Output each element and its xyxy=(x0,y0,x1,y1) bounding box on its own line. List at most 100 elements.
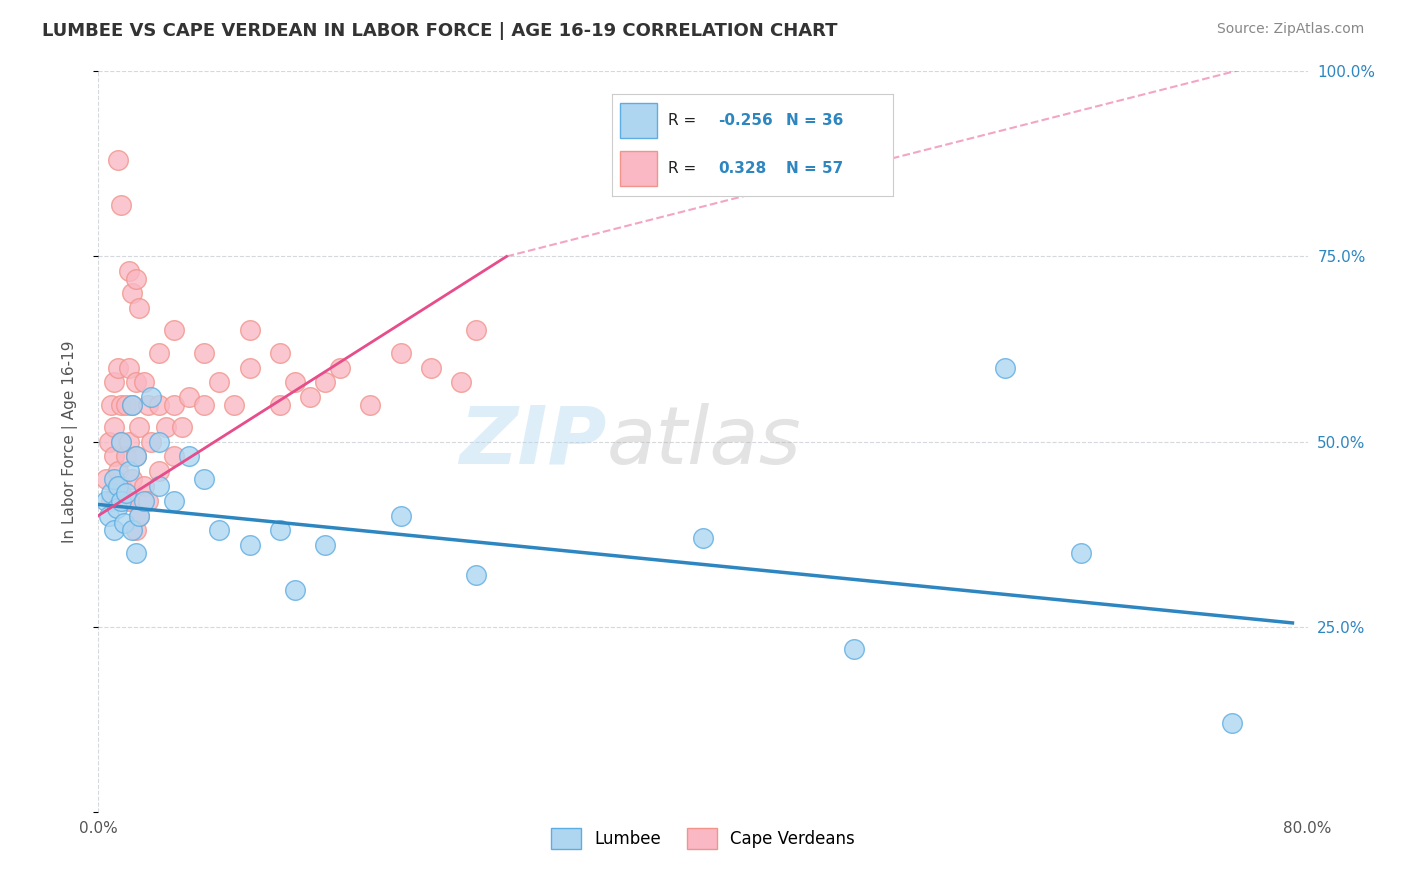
Point xyxy=(329,360,352,375)
Point xyxy=(269,398,291,412)
Point xyxy=(284,376,307,390)
Point xyxy=(121,471,143,485)
Point xyxy=(118,464,141,478)
Point xyxy=(110,434,132,449)
Point xyxy=(284,582,307,597)
Point xyxy=(314,538,336,552)
Point xyxy=(132,479,155,493)
Point xyxy=(125,546,148,560)
Point xyxy=(148,345,170,359)
Point xyxy=(118,264,141,278)
Point xyxy=(163,493,186,508)
Text: ZIP: ZIP xyxy=(458,402,606,481)
Point xyxy=(107,479,129,493)
Point xyxy=(125,271,148,285)
Point xyxy=(118,360,141,375)
Point xyxy=(465,324,488,338)
Point xyxy=(110,434,132,449)
Point xyxy=(179,450,201,464)
Point xyxy=(193,471,215,485)
Point xyxy=(100,486,122,500)
Point xyxy=(110,398,132,412)
Point xyxy=(107,153,129,168)
Bar xyxy=(620,103,657,137)
Point xyxy=(269,524,291,538)
Point xyxy=(389,345,412,359)
Point xyxy=(114,486,136,500)
Point xyxy=(136,493,159,508)
Point xyxy=(107,464,129,478)
Point xyxy=(844,641,866,656)
Point xyxy=(125,450,148,464)
Point xyxy=(121,286,143,301)
Point xyxy=(299,390,322,404)
Point xyxy=(103,376,125,390)
Point xyxy=(121,524,143,538)
Point xyxy=(420,360,443,375)
Point xyxy=(125,450,148,464)
Point xyxy=(450,376,472,390)
Point xyxy=(125,524,148,538)
Point xyxy=(141,434,163,449)
Point xyxy=(148,464,170,478)
Point xyxy=(148,398,170,412)
Point xyxy=(114,450,136,464)
Point xyxy=(239,324,262,338)
Point xyxy=(128,419,150,434)
Text: R =: R = xyxy=(668,161,702,176)
Point xyxy=(148,434,170,449)
Point xyxy=(121,398,143,412)
Point xyxy=(121,398,143,412)
Point xyxy=(208,524,231,538)
Text: N = 36: N = 36 xyxy=(786,112,844,128)
Point xyxy=(103,419,125,434)
Text: atlas: atlas xyxy=(606,402,801,481)
Point xyxy=(110,479,132,493)
Point xyxy=(114,398,136,412)
Point xyxy=(179,390,201,404)
Point xyxy=(208,376,231,390)
Point xyxy=(163,324,186,338)
Text: Source: ZipAtlas.com: Source: ZipAtlas.com xyxy=(1216,22,1364,37)
Text: LUMBEE VS CAPE VERDEAN IN LABOR FORCE | AGE 16-19 CORRELATION CHART: LUMBEE VS CAPE VERDEAN IN LABOR FORCE | … xyxy=(42,22,838,40)
Point xyxy=(389,508,412,523)
Point xyxy=(141,390,163,404)
Point xyxy=(239,360,262,375)
Point xyxy=(112,493,135,508)
Legend: Lumbee, Cape Verdeans: Lumbee, Cape Verdeans xyxy=(544,822,862,855)
Bar xyxy=(620,151,657,186)
Point xyxy=(1070,546,1092,560)
Point xyxy=(692,531,714,545)
Point xyxy=(112,516,135,530)
Point xyxy=(105,486,128,500)
Point xyxy=(100,493,122,508)
Point xyxy=(136,398,159,412)
Point xyxy=(105,501,128,516)
Point xyxy=(128,508,150,523)
Point xyxy=(128,301,150,316)
Point xyxy=(110,197,132,211)
Point xyxy=(103,524,125,538)
Point xyxy=(94,493,117,508)
Point xyxy=(100,398,122,412)
Point xyxy=(98,508,121,523)
Point xyxy=(224,398,246,412)
Point xyxy=(132,376,155,390)
Point xyxy=(155,419,177,434)
Point xyxy=(170,419,193,434)
Point xyxy=(465,567,488,582)
Text: 0.328: 0.328 xyxy=(718,161,766,176)
Point xyxy=(110,493,132,508)
Point xyxy=(994,360,1017,375)
Point xyxy=(125,376,148,390)
Point xyxy=(269,345,291,359)
Point xyxy=(163,398,186,412)
Point xyxy=(132,493,155,508)
Point xyxy=(239,538,262,552)
Point xyxy=(107,360,129,375)
Point xyxy=(103,450,125,464)
Point xyxy=(193,398,215,412)
Point xyxy=(103,471,125,485)
Point xyxy=(193,345,215,359)
Point xyxy=(128,508,150,523)
